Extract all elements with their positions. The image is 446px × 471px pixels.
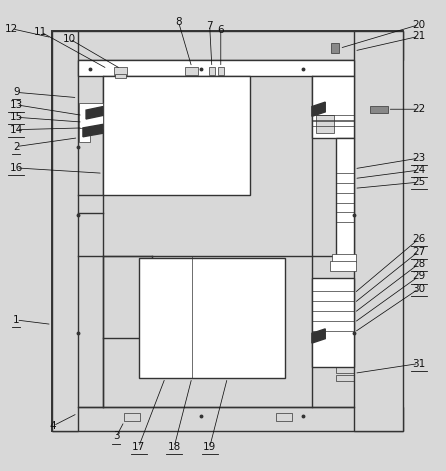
Text: 28: 28 [412,259,425,269]
Text: 25: 25 [412,177,425,187]
Text: 26: 26 [412,234,425,244]
Polygon shape [312,102,325,116]
Bar [124,414,140,422]
Bar [139,258,285,378]
Bar [52,31,403,60]
Bar [78,103,103,129]
Bar [78,128,90,142]
Text: 12: 12 [5,24,18,34]
Text: 29: 29 [412,271,425,281]
Text: 23: 23 [412,153,425,163]
Text: 14: 14 [10,125,23,135]
Text: 11: 11 [34,27,47,37]
Text: 22: 22 [412,104,425,114]
Text: 31: 31 [412,358,425,368]
Text: 30: 30 [412,284,425,294]
Text: 9: 9 [13,87,20,97]
Bar [332,254,356,262]
Bar [114,66,128,75]
Bar [52,31,78,431]
Bar [330,261,356,271]
Bar [370,106,388,113]
Bar [316,115,334,133]
Bar [312,278,354,366]
Bar [336,366,354,374]
Polygon shape [83,124,103,137]
Bar [52,406,403,431]
Bar [103,76,250,195]
Bar [336,138,354,255]
Bar [330,43,339,53]
Bar [336,374,354,382]
Text: 24: 24 [412,165,425,175]
Text: 4: 4 [50,421,57,431]
Text: 17: 17 [132,442,145,452]
Text: 15: 15 [10,112,23,122]
Text: 16: 16 [10,163,23,173]
Bar [218,66,224,75]
Text: 19: 19 [203,442,216,452]
Bar [312,121,354,126]
Text: 7: 7 [206,21,213,31]
Bar [52,31,403,431]
Text: 20: 20 [412,20,425,30]
Bar [354,31,403,431]
Polygon shape [312,329,325,343]
Bar [116,74,126,78]
Text: 1: 1 [13,315,20,325]
Text: 27: 27 [412,246,425,257]
Bar [209,66,215,75]
Polygon shape [86,106,103,119]
Text: 18: 18 [167,442,181,452]
Text: 13: 13 [10,100,23,110]
Bar [312,114,354,120]
Text: 3: 3 [113,431,120,441]
Text: 10: 10 [63,34,76,44]
Bar [312,76,354,138]
Text: 21: 21 [412,31,425,41]
Bar [78,60,354,76]
Text: 6: 6 [218,24,224,35]
Bar [185,66,198,75]
Text: 2: 2 [13,142,20,152]
Text: 8: 8 [175,17,182,27]
Bar [277,414,292,422]
